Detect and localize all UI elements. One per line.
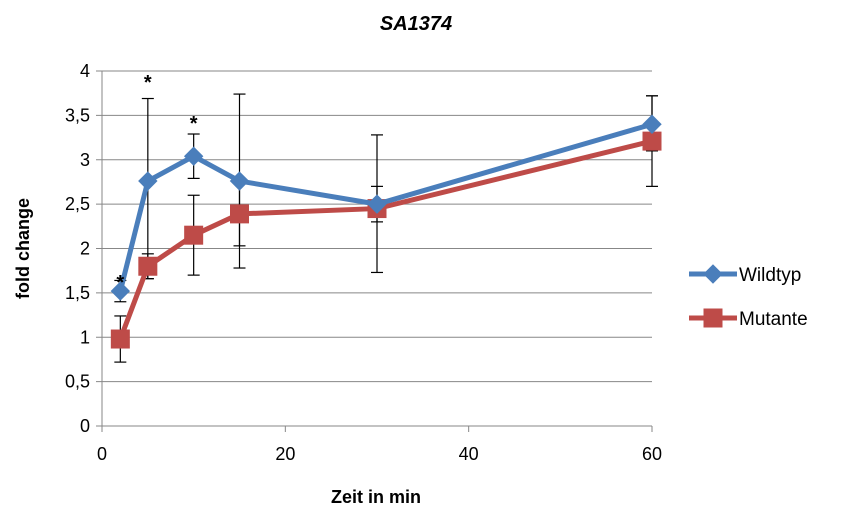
x-axis-label: Zeit in min [331, 487, 421, 507]
data-point-mutante [138, 256, 158, 276]
data-point-wildtyp [138, 171, 158, 191]
chart-title: SA1374 [380, 13, 452, 35]
y-tick-label: 3,5 [65, 105, 90, 125]
data-point-mutante [230, 204, 249, 224]
significance-star: * [116, 272, 124, 294]
data-point-mutante [184, 225, 204, 245]
y-tick-label: 0,5 [65, 372, 90, 392]
data-point-wildtyp [110, 281, 131, 301]
data-point-wildtyp [183, 146, 204, 166]
significance-star: * [190, 113, 198, 135]
y-tick-label: 1,5 [65, 283, 90, 303]
legend-label-mutante: Mutante [739, 309, 808, 330]
y-tick-label: 0 [80, 416, 90, 436]
x-tick-label: 20 [275, 444, 295, 464]
data-point-mutante [110, 329, 130, 349]
y-tick-label: 1 [80, 327, 90, 347]
y-tick-label: 4 [80, 61, 90, 81]
data-point-wildtyp [229, 171, 250, 191]
x-tick-label: 0 [97, 444, 107, 464]
legend-marker-mutante [703, 308, 723, 328]
legend-marker-wildtyp [703, 264, 723, 284]
y-axis-label: fold change [13, 198, 33, 299]
x-tick-label: 60 [642, 444, 662, 464]
significance-star: * [144, 72, 152, 94]
y-tick-label: 3 [80, 150, 90, 170]
legend-label-wildtyp: Wildtyp [739, 265, 801, 286]
x-tick-label: 40 [459, 444, 479, 464]
y-tick-label: 2 [80, 239, 90, 259]
data-point-wildtyp [642, 114, 662, 134]
y-tick-label: 2,5 [65, 194, 90, 214]
series-line-wildtyp [117, 121, 653, 292]
data-point-wildtyp [367, 194, 387, 214]
data-point-mutante [642, 131, 662, 151]
series-line-mutante [117, 138, 653, 340]
